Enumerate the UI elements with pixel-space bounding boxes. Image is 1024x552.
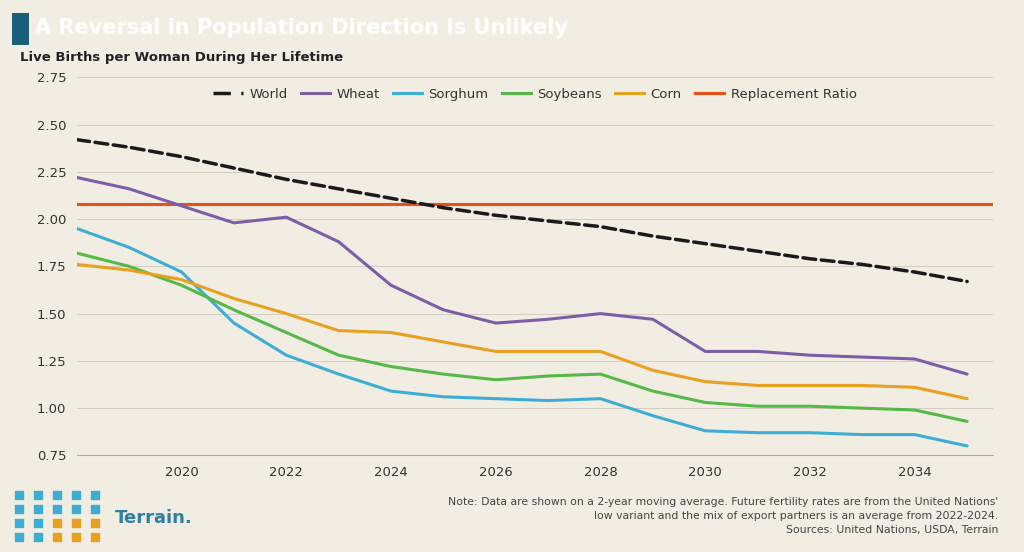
Point [30, 518, 46, 527]
Point [68, 491, 84, 500]
Bar [12, 13, 29, 45]
Point [30, 533, 46, 542]
Point [68, 505, 84, 513]
Point [49, 491, 66, 500]
Point [11, 491, 28, 500]
Point [30, 505, 46, 513]
Point [68, 518, 84, 527]
Point [11, 518, 28, 527]
Text: Terrain.: Terrain. [115, 509, 193, 527]
Point [49, 505, 66, 513]
Point [86, 518, 102, 527]
Point [86, 491, 102, 500]
Point [11, 533, 28, 542]
Point [86, 505, 102, 513]
Point [11, 505, 28, 513]
Text: Live Births per Woman During Her Lifetime: Live Births per Woman During Her Lifetim… [20, 51, 343, 64]
Point [86, 533, 102, 542]
Point [49, 533, 66, 542]
Point [49, 518, 66, 527]
Point [68, 533, 84, 542]
Text: Note: Data are shown on a 2-year moving average. Future fertility rates are from: Note: Data are shown on a 2-year moving … [449, 497, 998, 535]
Text: A Reversal in Population Direction Is Unlikely: A Reversal in Population Direction Is Un… [35, 18, 568, 38]
Legend: World, Wheat, Sorghum, Soybeans, Corn, Replacement Ratio: World, Wheat, Sorghum, Soybeans, Corn, R… [213, 88, 857, 100]
Point [30, 491, 46, 500]
